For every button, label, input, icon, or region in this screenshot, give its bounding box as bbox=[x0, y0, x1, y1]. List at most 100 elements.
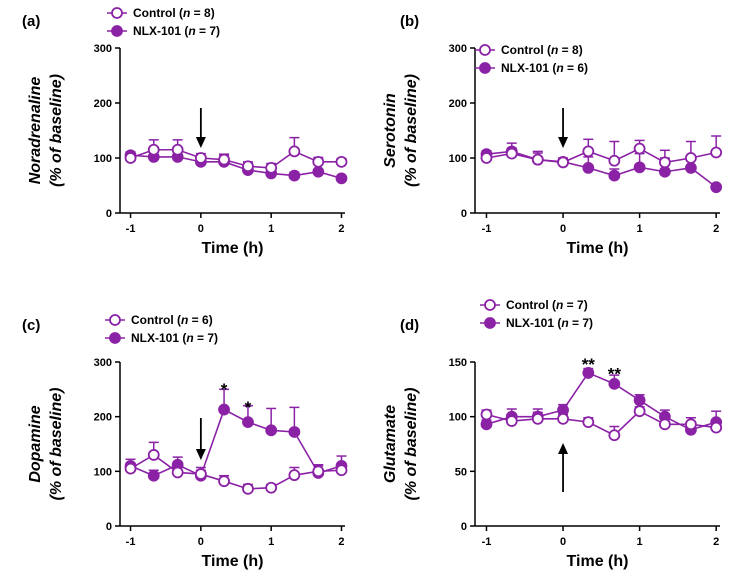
y-axis-label-line2: (% of baseline) bbox=[403, 388, 420, 501]
series-control bbox=[480, 405, 723, 442]
y-axis-label-line1: Dopamine bbox=[27, 405, 44, 482]
x-tick-label: -1 bbox=[482, 223, 492, 235]
legend-name: NLX-101 ( bbox=[501, 61, 556, 75]
legend-marker bbox=[479, 62, 491, 74]
legend-item: Control (n = 6) bbox=[105, 313, 213, 327]
panel-label: (a) bbox=[22, 13, 40, 30]
legend-n-symbol: n bbox=[551, 43, 558, 57]
data-point bbox=[582, 161, 595, 174]
legend-n-symbol: n bbox=[186, 331, 193, 345]
legend-item: NLX-101 (n = 7) bbox=[105, 331, 218, 345]
data-point bbox=[288, 169, 301, 182]
series-line bbox=[486, 150, 717, 188]
legend-item: Control (n = 7) bbox=[480, 298, 588, 312]
arrow-up-icon bbox=[558, 443, 569, 454]
y-tick-label: 100 bbox=[94, 153, 112, 165]
legend-name: Control ( bbox=[133, 6, 183, 20]
y-tick-label: 100 bbox=[449, 412, 467, 424]
data-point bbox=[658, 418, 671, 431]
legend-marker bbox=[111, 7, 123, 19]
data-point bbox=[312, 155, 325, 168]
x-tick-label: 2 bbox=[713, 536, 719, 548]
y-axis-label-line1: Noradrenaline bbox=[27, 77, 44, 185]
y-tick-label: 0 bbox=[461, 521, 467, 533]
legend-n-value: = 7) bbox=[194, 331, 218, 345]
data-point bbox=[710, 181, 723, 194]
legend-marker bbox=[484, 299, 496, 311]
data-point bbox=[480, 418, 493, 431]
series-line bbox=[130, 148, 342, 169]
data-point bbox=[685, 161, 697, 174]
legend-n-symbol: n bbox=[556, 61, 563, 75]
data-point bbox=[557, 156, 569, 169]
legend-n-symbol: n bbox=[561, 316, 568, 330]
data-point bbox=[633, 161, 646, 174]
legend-n-value: = 7) bbox=[563, 298, 587, 312]
y-axis-label-line1: Glutamate bbox=[382, 405, 399, 483]
legend-marker bbox=[111, 25, 123, 37]
legend-n-value: = 8) bbox=[558, 43, 582, 57]
legend-n-symbol: n bbox=[181, 313, 188, 327]
data-point bbox=[633, 142, 646, 155]
x-tick-label: 1 bbox=[637, 536, 643, 548]
series-line bbox=[486, 410, 717, 437]
data-point bbox=[265, 424, 278, 437]
significance-marker: * bbox=[245, 398, 252, 417]
y-tick-label: 0 bbox=[106, 521, 112, 533]
data-point bbox=[685, 152, 697, 164]
x-tick-label: 1 bbox=[268, 223, 274, 235]
data-point bbox=[582, 145, 595, 158]
legend-label: NLX-101 (n = 7) bbox=[133, 24, 220, 38]
data-point bbox=[531, 412, 544, 425]
legend-name: Control ( bbox=[131, 313, 181, 327]
y-axis-label-line2: (% of baseline) bbox=[48, 388, 65, 501]
data-point bbox=[531, 153, 544, 166]
legend-name: NLX-101 ( bbox=[133, 24, 188, 38]
data-point bbox=[242, 482, 254, 495]
data-point bbox=[658, 156, 671, 169]
y-tick-label: 100 bbox=[94, 466, 112, 478]
y-tick-label: 100 bbox=[449, 153, 467, 165]
data-point bbox=[505, 415, 518, 427]
legend-n-value: = 6) bbox=[188, 313, 212, 327]
legend-n-value: = 8) bbox=[190, 6, 214, 20]
series-nlx-101 bbox=[124, 388, 348, 482]
data-point bbox=[335, 155, 348, 168]
y-tick-label: 300 bbox=[94, 43, 112, 55]
y-axis-label: Dopamine (% of baseline) bbox=[27, 388, 65, 501]
y-tick-label: 150 bbox=[449, 357, 467, 369]
data-point bbox=[608, 429, 621, 442]
legend-label: NLX-101 (n = 7) bbox=[131, 331, 218, 345]
panel-label: (b) bbox=[400, 13, 419, 30]
data-point bbox=[171, 466, 184, 479]
legend-label: Control (n = 8) bbox=[501, 43, 583, 57]
panel-label: (d) bbox=[400, 317, 419, 334]
significance-marker: ** bbox=[608, 365, 622, 384]
legend-item: NLX-101 (n = 7) bbox=[107, 24, 220, 38]
x-tick-label: 2 bbox=[338, 536, 344, 548]
legend-name: Control ( bbox=[506, 298, 556, 312]
series-nlx-101 bbox=[124, 149, 348, 185]
x-axis-label: Time (h) bbox=[567, 240, 629, 257]
data-point bbox=[124, 462, 137, 475]
y-tick-label: 200 bbox=[94, 412, 112, 424]
legend-marker bbox=[479, 44, 491, 56]
legend-name: NLX-101 ( bbox=[131, 331, 186, 345]
y-axis-label: Serotonin (% of baseline) bbox=[382, 74, 420, 187]
data-point bbox=[194, 152, 207, 164]
x-axis-label: Time (h) bbox=[202, 240, 264, 257]
series-line bbox=[486, 371, 717, 431]
legend-label: Control (n = 7) bbox=[506, 298, 588, 312]
significance-marker: * bbox=[221, 380, 228, 399]
chart-panel-3: (c) 0 100 200 300 -1 0 1 2 Time (h) Dopamine (% of … bbox=[22, 313, 348, 570]
series-line bbox=[130, 408, 342, 477]
y-axis-label-line2: (% of baseline) bbox=[48, 74, 65, 187]
legend-name: Control ( bbox=[501, 43, 551, 57]
legend-n-value: = 6) bbox=[564, 61, 588, 75]
x-tick-label: 1 bbox=[268, 536, 274, 548]
data-point bbox=[147, 469, 160, 482]
x-tick-label: 1 bbox=[637, 223, 643, 235]
y-tick-label: 0 bbox=[461, 208, 467, 220]
